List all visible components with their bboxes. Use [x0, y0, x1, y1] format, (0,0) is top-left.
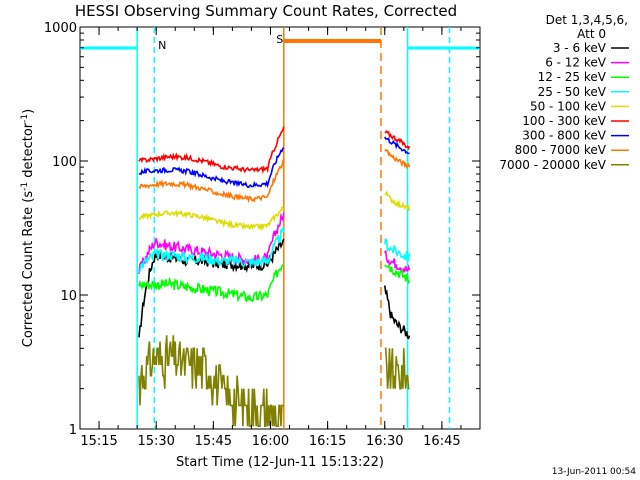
series-line-pass-2 — [384, 285, 411, 340]
x-axis-label: Start Time (12-Jun-11 15:13:22) — [176, 455, 384, 470]
x-tick-label: 15:30 — [137, 434, 174, 449]
x-tick-label: 16:00 — [252, 434, 289, 449]
series-line-pass-2 — [384, 263, 411, 285]
legend-label: 3 - 6 keV — [553, 41, 607, 55]
series-800-7000-kev — [138, 148, 411, 204]
x-tick-label: 16:45 — [423, 434, 460, 449]
series-line-pass-2 — [384, 129, 411, 151]
series-25-50-kev — [138, 227, 411, 274]
series-line-pass-2 — [384, 136, 410, 155]
y-tick-label: 1000 — [44, 21, 77, 36]
y-tick-label: 10 — [60, 289, 77, 304]
legend-label: 300 - 800 keV — [522, 129, 606, 143]
x-tick-label: 16:15 — [309, 434, 346, 449]
series-line-pass-2 — [384, 148, 411, 170]
legend-header-line-2: Att 0 — [577, 27, 606, 41]
legend-header-line-1: Det 1,3,4,5,6, — [546, 13, 628, 27]
x-axis: 15:15 15:30 15:45 16:00 16:15 16:30 16:45 — [79, 27, 481, 449]
night-marker: N — [158, 39, 166, 52]
series-line-pass-1 — [138, 126, 285, 175]
series-7000-20000-kev — [138, 335, 410, 427]
series-line-pass-1 — [138, 147, 285, 189]
series-line-pass-2 — [384, 347, 410, 390]
series-line-pass-1 — [138, 206, 285, 232]
legend-label: 7000 - 20000 keV — [499, 158, 606, 172]
x-tick-label: 15:15 — [80, 434, 117, 449]
series-50-100-kev — [138, 190, 411, 232]
series-line-pass-1 — [138, 227, 285, 274]
series-line-pass-1 — [138, 158, 285, 204]
legend-label: 100 - 300 keV — [522, 114, 606, 128]
series-line-pass-2 — [384, 190, 411, 212]
series-line-pass-2 — [384, 250, 411, 275]
series-300-800-kev — [138, 136, 410, 189]
plot-frame — [79, 26, 481, 430]
y-tick-label: 100 — [52, 155, 77, 170]
x-tick-label: 15:45 — [195, 434, 232, 449]
footer-timestamp: 13-Jun-2011 00:54 — [552, 467, 636, 477]
legend-label: 800 - 7000 keV — [515, 143, 607, 157]
legend-label: 6 - 12 keV — [545, 56, 607, 70]
y-axis: 1 10 100 1000 — [44, 21, 480, 438]
legend-label: 50 - 100 keV — [530, 99, 607, 113]
chart-title: HESSI Observing Summary Count Rates, Cor… — [75, 2, 457, 20]
y-tick-label: 1 — [69, 423, 77, 438]
series-line-pass-1 — [138, 212, 285, 274]
x-tick-label: 16:30 — [366, 434, 403, 449]
series-line-pass-2 — [384, 238, 411, 262]
series-100-300-kev — [138, 126, 411, 175]
series-line-pass-1 — [138, 263, 285, 304]
legend-label: 12 - 25 keV — [538, 70, 607, 84]
series-line-pass-1 — [138, 335, 284, 427]
series-12-25-kev — [138, 263, 411, 304]
saa-marker: S — [276, 33, 283, 46]
y-axis-label: Corrected Count Rate (s-1 detector-1) — [20, 109, 36, 347]
legend-label: 25 - 50 keV — [538, 85, 607, 99]
